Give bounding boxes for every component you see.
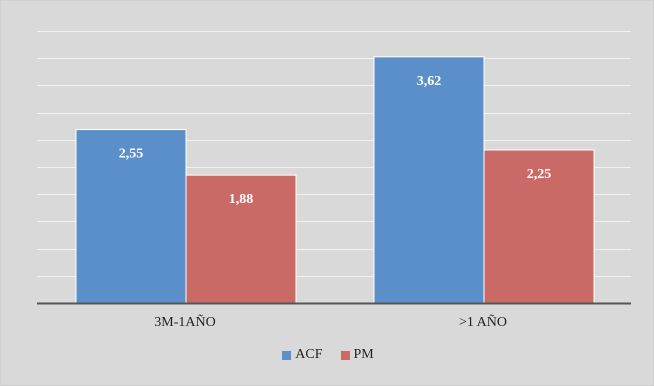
data-label-pm-0: 1,88 bbox=[229, 192, 254, 207]
data-label-pm-1: 2,25 bbox=[527, 167, 552, 182]
legend-swatch-acf bbox=[282, 350, 292, 360]
category-label-0: 3M-1AÑO bbox=[154, 315, 216, 330]
legend-label-acf: ACF bbox=[295, 347, 323, 362]
data-label-acf-1: 3,62 bbox=[417, 74, 442, 89]
bar-acf-1 bbox=[373, 56, 485, 304]
bar-acf-0 bbox=[75, 129, 187, 304]
data-label-acf-0: 2,55 bbox=[119, 147, 144, 162]
legend: ACF PM bbox=[1, 347, 654, 363]
legend-item-pm: PM bbox=[340, 347, 374, 363]
category-label-1: >1 AÑO bbox=[459, 315, 507, 330]
legend-swatch-pm bbox=[340, 350, 350, 360]
bar-pm-1 bbox=[483, 149, 595, 304]
legend-label-pm: PM bbox=[353, 347, 374, 362]
legend-item-acf: ACF bbox=[282, 347, 323, 363]
